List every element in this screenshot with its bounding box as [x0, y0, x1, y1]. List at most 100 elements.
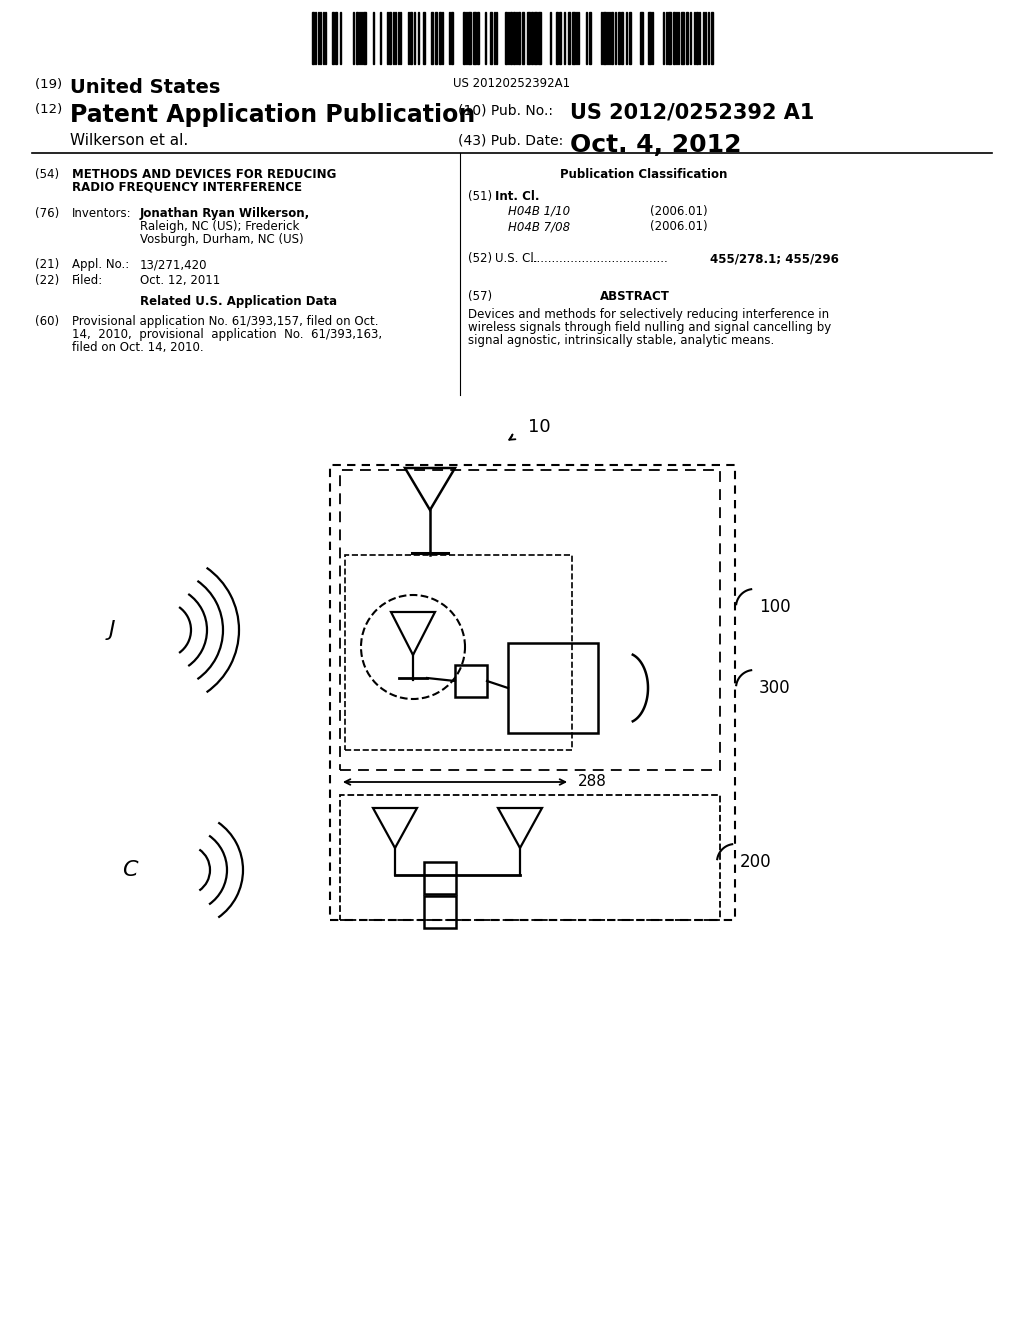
Text: Related U.S. Application Data: Related U.S. Application Data [140, 294, 337, 308]
Bar [618, 12, 620, 63]
Bar [696, 12, 698, 63]
Bar [589, 12, 591, 63]
Bar [673, 12, 675, 63]
Bar [389, 12, 391, 63]
Bar [534, 12, 537, 63]
Bar [559, 12, 561, 63]
Bar [423, 12, 425, 63]
Bar [611, 12, 613, 63]
Bar [505, 12, 507, 63]
Bar [477, 12, 479, 63]
Text: ABSTRACT: ABSTRACT [600, 290, 670, 304]
Bar [668, 12, 671, 63]
Bar [527, 12, 530, 63]
Text: (21): (21) [35, 257, 59, 271]
Bar [332, 12, 334, 63]
Bar [473, 12, 476, 63]
Text: 200: 200 [740, 853, 772, 871]
Text: Vosburgh, Durham, NC (US): Vosburgh, Durham, NC (US) [140, 234, 304, 246]
Text: 14,  2010,  provisional  application  No.  61/393,163,: 14, 2010, provisional application No. 61… [72, 327, 382, 341]
Text: (2006.01): (2006.01) [650, 220, 708, 234]
Text: US 20120252392A1: US 20120252392A1 [454, 77, 570, 90]
Text: C: C [122, 861, 138, 880]
Text: H04B 7/08: H04B 7/08 [508, 220, 570, 234]
Bar [508, 643, 598, 733]
Text: 455/278.1; 455/296: 455/278.1; 455/296 [710, 252, 839, 265]
Text: Oct. 4, 2012: Oct. 4, 2012 [570, 133, 741, 157]
Bar [513, 12, 515, 63]
Bar [538, 12, 541, 63]
Text: (43) Pub. Date:: (43) Pub. Date: [458, 133, 563, 147]
Bar [340, 795, 720, 920]
Text: Provisional application No. 61/393,157, filed on Oct.: Provisional application No. 61/393,157, … [72, 315, 379, 327]
Bar [522, 12, 524, 63]
FancyArrowPatch shape [509, 434, 515, 440]
Bar [556, 12, 558, 63]
Text: (54): (54) [35, 168, 59, 181]
Bar [640, 12, 643, 63]
Bar [711, 12, 713, 63]
Bar [410, 12, 412, 63]
Bar [518, 12, 520, 63]
Bar [356, 12, 358, 63]
Bar [681, 12, 684, 63]
Bar [330, 465, 735, 920]
Text: Publication Classification: Publication Classification [560, 168, 727, 181]
Bar [312, 12, 314, 63]
Text: (60): (60) [35, 315, 59, 327]
Text: (10) Pub. No.:: (10) Pub. No.: [458, 103, 557, 117]
Bar [451, 12, 453, 63]
Text: (51): (51) [468, 190, 493, 203]
Text: H04B 1/10: H04B 1/10 [508, 205, 570, 218]
Text: filed on Oct. 14, 2010.: filed on Oct. 14, 2010. [72, 341, 204, 354]
Text: (76): (76) [35, 207, 59, 220]
Text: wireless signals through field nulling and signal cancelling by: wireless signals through field nulling a… [468, 321, 831, 334]
Text: 100: 100 [759, 598, 791, 616]
Text: U.S. Cl.: U.S. Cl. [495, 252, 538, 265]
Bar [340, 470, 720, 770]
Bar [572, 12, 575, 63]
Text: Raleigh, NC (US); Frederick: Raleigh, NC (US); Frederick [140, 220, 299, 234]
Text: METHODS AND DEVICES FOR REDUCING: METHODS AND DEVICES FOR REDUCING [72, 168, 336, 181]
Bar [568, 12, 570, 63]
Text: 13/271,420: 13/271,420 [140, 257, 208, 271]
Bar [345, 554, 572, 750]
Bar [435, 12, 437, 63]
Text: (2006.01): (2006.01) [650, 205, 708, 218]
Text: signal agnostic, intrinsically stable, analytic means.: signal agnostic, intrinsically stable, a… [468, 334, 774, 347]
Text: 288: 288 [578, 775, 607, 789]
Text: US 2012/0252392 A1: US 2012/0252392 A1 [570, 103, 814, 123]
Bar [648, 12, 651, 63]
Text: .....................................: ..................................... [530, 252, 669, 265]
Bar [455, 665, 487, 697]
Bar [531, 12, 534, 63]
Text: 300: 300 [759, 678, 791, 697]
Bar [468, 12, 471, 63]
Text: Jonathan Ryan Wilkerson,: Jonathan Ryan Wilkerson, [140, 207, 310, 220]
Text: J: J [109, 620, 116, 640]
Bar [603, 12, 606, 63]
Bar [424, 862, 456, 894]
Text: Int. Cl.: Int. Cl. [495, 190, 540, 203]
Bar [490, 12, 492, 63]
Text: Wilkerson et al.: Wilkerson et al. [70, 133, 188, 148]
Bar [439, 12, 441, 63]
Text: Devices and methods for selectively reducing interference in: Devices and methods for selectively redu… [468, 308, 829, 321]
Text: (57): (57) [468, 290, 493, 304]
Text: RADIO FREQUENCY INTERFERENCE: RADIO FREQUENCY INTERFERENCE [72, 181, 302, 194]
Text: United States: United States [70, 78, 220, 96]
Text: Appl. No.:: Appl. No.: [72, 257, 129, 271]
Bar [621, 12, 623, 63]
Bar [335, 12, 337, 63]
Text: Patent Application Publication: Patent Application Publication [70, 103, 475, 127]
Bar [686, 12, 688, 63]
Bar [510, 12, 512, 63]
Text: 10: 10 [528, 418, 551, 436]
Bar [629, 12, 631, 63]
Bar [431, 12, 433, 63]
Text: (22): (22) [35, 275, 59, 286]
Bar [424, 896, 456, 928]
Text: Filed:: Filed: [72, 275, 103, 286]
Text: Oct. 12, 2011: Oct. 12, 2011 [140, 275, 220, 286]
Text: (12): (12) [35, 103, 67, 116]
